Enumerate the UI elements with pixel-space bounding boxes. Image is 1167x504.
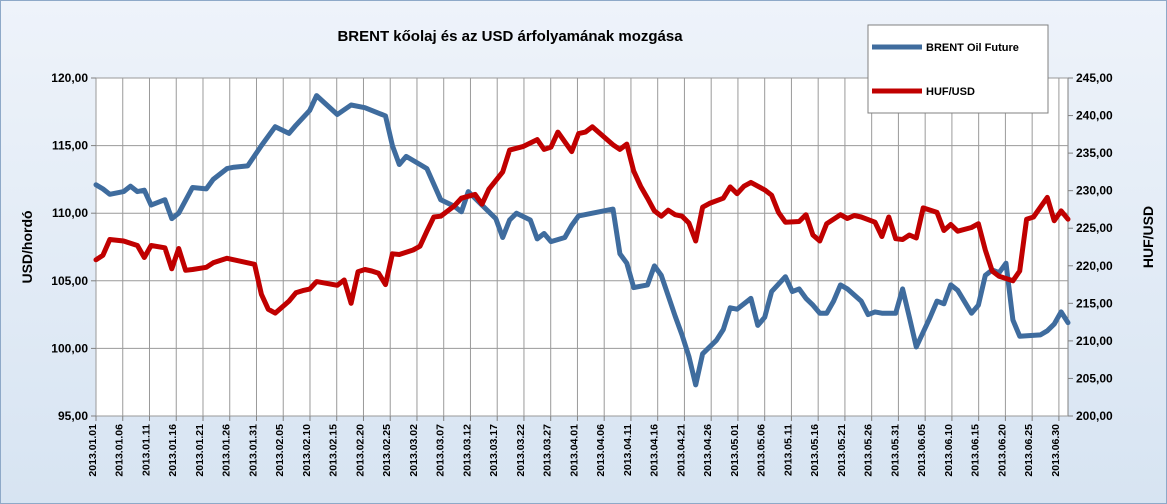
left-tick-label: 110,00 xyxy=(52,206,88,220)
x-tick-label: 2013.06.10 xyxy=(943,424,955,477)
x-tick-label: 2013.02.20 xyxy=(354,424,366,477)
x-tick-label: 2013.01.31 xyxy=(247,424,259,477)
x-tick-label: 2013.03.02 xyxy=(408,424,420,477)
x-tick-label: 2013.01.01 xyxy=(87,424,99,477)
x-tick-label: 2013.01.21 xyxy=(194,424,206,477)
x-tick-label: 2013.04.06 xyxy=(595,424,607,477)
legend-label-brent: BRENT Oil Future xyxy=(926,42,1019,54)
x-tick-label: 2013.05.16 xyxy=(809,424,821,477)
x-tick-label: 2013.04.01 xyxy=(568,424,580,477)
left-axis-label: USD/hordó xyxy=(19,210,35,283)
right-axis-label: HUF/USD xyxy=(1140,206,1156,268)
left-tick-label: 95,00 xyxy=(58,409,88,423)
x-tick-label: 2013.05.11 xyxy=(782,424,794,476)
x-tick-label: 2013.04.21 xyxy=(675,424,687,477)
right-tick-label: 200,00 xyxy=(1076,409,1113,423)
legend: BRENT Oil Future HUF/USD xyxy=(867,24,1049,114)
x-tick-label: 2013.04.16 xyxy=(649,424,661,477)
series-layer xyxy=(93,93,1071,388)
x-tick-label: 2013.06.30 xyxy=(1050,424,1062,477)
x-tick-label: 2013.01.06 xyxy=(114,424,126,477)
right-axis-ticks: 200,00 205,00 210,00 215,00 220,00 225,00 230,… xyxy=(1068,71,1113,423)
x-tick-label: 2013.04.26 xyxy=(702,424,714,477)
x-tick-label: 2013.05.06 xyxy=(756,424,768,477)
right-tick-label: 225,00 xyxy=(1076,221,1113,235)
right-tick-label: 245,00 xyxy=(1076,71,1113,85)
x-tick-label: 2013.05.01 xyxy=(729,424,741,477)
x-tick-label: 2013.04.11 xyxy=(622,424,634,476)
x-tick-label: 2013.03.12 xyxy=(461,424,473,477)
right-tick-label: 220,00 xyxy=(1076,259,1113,273)
right-tick-label: 230,00 xyxy=(1076,184,1113,198)
left-tick-label: 115,00 xyxy=(52,139,88,153)
x-tick-label: 2013.05.21 xyxy=(836,424,848,477)
right-tick-label: 235,00 xyxy=(1076,146,1113,160)
x-tick-label: 2013.01.11 xyxy=(140,424,152,476)
series-line-brent xyxy=(93,93,1071,388)
x-tick-label: 2013.06.15 xyxy=(970,424,982,477)
x-tick-label: 2013.02.15 xyxy=(328,424,340,477)
chart-title: BRENT kőolaj és az USD árfolyamának mozg… xyxy=(337,28,683,45)
right-tick-label: 215,00 xyxy=(1076,296,1113,310)
x-axis-ticks: 2013.01.01 2013.01.06 2013.01.11 2013.01.16… xyxy=(87,416,1062,477)
x-tick-label: 2013.02.10 xyxy=(301,424,313,477)
left-axis-ticks: 95,00 100,00 105,00 110,00 115,00 120,00 xyxy=(51,71,96,423)
right-tick-label: 240,00 xyxy=(1076,109,1113,123)
legend-box xyxy=(867,24,1049,114)
plot-area xyxy=(95,77,1069,417)
x-tick-label: 2013.03.17 xyxy=(488,424,500,477)
x-tick-label: 2013.01.16 xyxy=(167,424,179,477)
right-tick-label: 205,00 xyxy=(1076,371,1113,385)
x-tick-label: 2013.01.26 xyxy=(221,424,233,477)
x-tick-label: 2013.02.05 xyxy=(274,424,286,477)
x-tick-label: 2013.05.31 xyxy=(889,424,901,477)
x-tick-label: 2013.02.25 xyxy=(381,424,393,477)
x-tick-label: 2013.03.27 xyxy=(542,424,554,477)
x-tick-label: 2013.06.20 xyxy=(996,424,1008,477)
x-tick-label: 2013.06.05 xyxy=(916,424,928,477)
left-tick-label: 120,00 xyxy=(51,71,88,85)
x-tick-label: 2013.03.07 xyxy=(435,424,447,477)
x-tick-label: 2013.06.25 xyxy=(1023,424,1035,477)
x-tick-label: 2013.05.26 xyxy=(863,424,875,477)
left-tick-label: 100,00 xyxy=(51,341,88,355)
legend-label-hufusd: HUF/USD xyxy=(926,86,975,98)
x-tick-label: 2013.03.22 xyxy=(515,424,527,477)
right-tick-label: 210,00 xyxy=(1076,334,1113,348)
series-line-hufusd xyxy=(93,124,1071,316)
left-tick-label: 105,00 xyxy=(51,274,88,288)
